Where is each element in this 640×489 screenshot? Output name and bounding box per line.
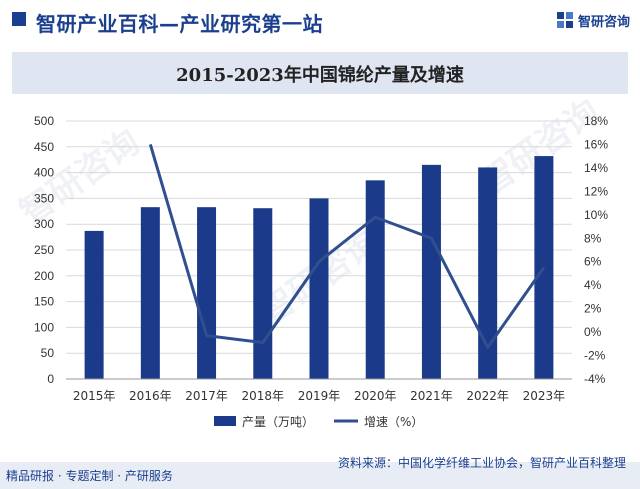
footer-tagline: 精品研报 · 专题定制 · 产研服务 [6, 469, 173, 483]
y-left-tick-label: 0 [47, 372, 54, 386]
y-right-tick-label: 18% [584, 114, 608, 128]
legend-label-line: 增速（%） [364, 415, 423, 429]
y-left-tick-label: 100 [34, 320, 54, 334]
x-tick-label: 2018年 [242, 389, 285, 403]
logo-mark-icon [556, 12, 573, 28]
x-tick-label: 2020年 [354, 389, 397, 403]
x-tick-label: 2015年 [73, 389, 116, 403]
bar [478, 167, 498, 379]
y-left-tick-label: 400 [34, 166, 54, 180]
y-left-tick-label: 350 [34, 191, 54, 205]
y-right-tick-label: 16% [584, 137, 608, 151]
x-tick-label: 2021年 [410, 389, 453, 403]
x-tick-label: 2023年 [523, 389, 566, 403]
source-note: 资料来源：中国化学纤维工业协会，智研产业百科整理 [337, 456, 626, 470]
y-left-tick-label: 150 [34, 295, 54, 309]
y-right-tick-label: 0% [584, 325, 602, 339]
y-left-tick-label: 450 [34, 140, 54, 154]
x-tick-label: 2017年 [185, 389, 228, 403]
brand-logo: 智研咨询 [556, 10, 630, 30]
x-tick-label: 2016年 [129, 389, 172, 403]
y-left-tick-label: 300 [34, 217, 54, 231]
chart-area: 0 50 100 150 200 250 300 350 400 450 500 -4% -2% 0% 2%… [34, 114, 608, 429]
x-tick-label: 2019年 [298, 389, 341, 403]
bar [365, 180, 385, 379]
y-left-tick-label: 50 [41, 346, 55, 360]
y-right-tick-label: 12% [584, 184, 608, 198]
bar [309, 198, 329, 379]
bar [253, 208, 273, 379]
y-left-tick-label: 500 [34, 114, 54, 128]
y-right-tick-label: 10% [584, 208, 608, 222]
y-right-tick-label: -2% [584, 349, 606, 363]
logo-text: 智研咨询 [577, 14, 630, 30]
bar [197, 207, 217, 379]
header-title: 智研产业百科—产业研究第一站 [36, 12, 323, 36]
header-square-icon [12, 12, 26, 26]
y-right-tick-label: -4% [584, 372, 606, 386]
y-right-tick-label: 14% [584, 161, 608, 175]
legend-label-bar: 产量（万吨） [242, 415, 314, 429]
bar [421, 164, 441, 379]
y-right-tick-label: 6% [584, 255, 602, 269]
page-header: 智研产业百科—产业研究第一站 智研咨询 [0, 0, 640, 42]
growth-line [148, 144, 546, 349]
y-right-tick-label: 2% [584, 302, 602, 316]
x-tick-label: 2022年 [466, 389, 509, 403]
bar [84, 230, 104, 379]
bar [140, 207, 160, 379]
chart-title-band: 2015-2023年中国锦纶产量及增速 [12, 52, 628, 94]
page-footer: 精品研报 · 专题定制 · 产研服务 [0, 462, 640, 489]
legend-swatch-bar [214, 416, 236, 426]
y-left-tick-label: 200 [34, 269, 54, 283]
y-right-tick-label: 4% [584, 278, 602, 292]
chart-title: 2015-2023年中国锦纶产量及增速 [176, 65, 464, 86]
y-left-tick-label: 250 [34, 243, 54, 257]
y-right-tick-label: 8% [584, 231, 602, 245]
